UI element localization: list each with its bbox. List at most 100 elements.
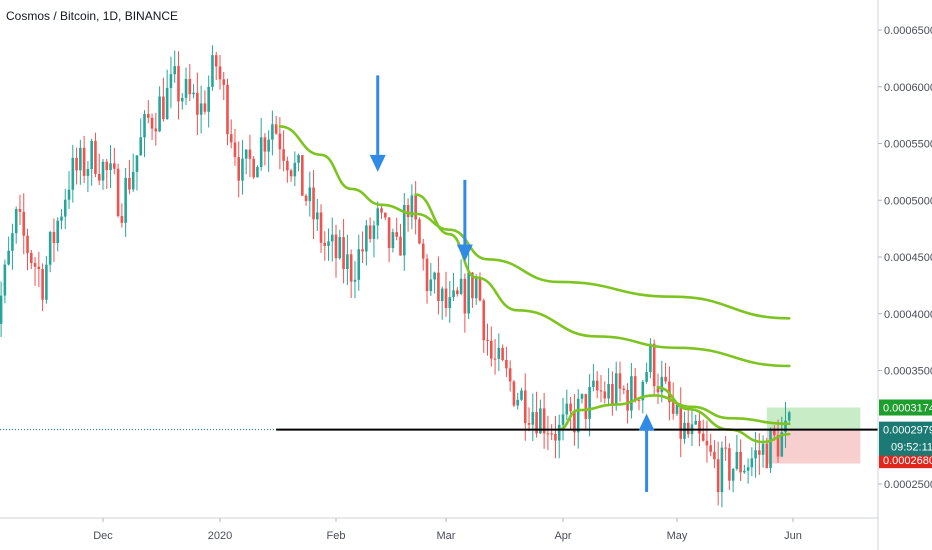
candle-body <box>531 412 535 425</box>
candle-body <box>675 404 679 414</box>
candle-body <box>716 459 720 493</box>
candle-body <box>535 412 538 434</box>
candle-body <box>63 199 67 217</box>
candle-body <box>542 408 546 434</box>
candle-body <box>592 380 595 387</box>
candle-body <box>713 451 716 460</box>
moving-average-line-1 <box>278 125 791 320</box>
candle-body <box>173 66 177 75</box>
moving-average-lines <box>278 125 791 444</box>
candle-body <box>387 217 391 249</box>
candle-body <box>656 386 660 393</box>
candle-body <box>784 420 787 433</box>
candle-body <box>603 391 607 399</box>
y-tick-label: 0.0006000 <box>884 82 932 94</box>
candle-body <box>467 272 470 314</box>
candle-body <box>437 272 440 301</box>
candle-body <box>199 103 203 115</box>
candle-body <box>433 272 436 280</box>
candle-body <box>263 137 267 152</box>
down-arrow-icon <box>456 244 473 262</box>
candle-body <box>188 78 192 95</box>
candle-body <box>750 458 754 468</box>
candle-body <box>780 432 784 457</box>
candle-body <box>158 96 161 132</box>
candle-body <box>391 232 395 249</box>
candle-body <box>244 149 248 159</box>
candle-body <box>505 359 508 369</box>
candle-body <box>90 140 93 170</box>
candle-body <box>735 451 739 469</box>
stop-price-badge: 0.0002680 <box>883 455 932 467</box>
candle-body <box>743 470 746 473</box>
candle-body <box>105 161 109 171</box>
y-tick-label: 0.0005500 <box>884 139 932 151</box>
candle-body <box>414 195 417 220</box>
candle-body <box>282 149 285 161</box>
candle-body <box>683 422 686 439</box>
candle-body <box>698 420 701 434</box>
candle-body <box>728 448 731 481</box>
candle-body <box>569 403 572 412</box>
up-arrow-icon <box>638 413 655 431</box>
candle-body <box>421 243 425 259</box>
x-tick-label: 2020 <box>208 530 232 542</box>
candle-body <box>218 66 222 80</box>
candle-body <box>630 376 633 411</box>
candle-body <box>241 158 244 181</box>
x-tick-label: Apr <box>554 530 571 542</box>
candle-body <box>399 236 402 256</box>
candle-body <box>315 212 319 220</box>
candle-body <box>645 372 648 382</box>
down-arrow-icon <box>369 154 386 172</box>
candle-body <box>618 373 622 389</box>
candle-body <box>372 225 376 239</box>
x-tick-label: Jun <box>784 530 802 542</box>
candle-body <box>101 161 105 181</box>
candle-body <box>527 423 531 425</box>
candle-body <box>550 433 553 435</box>
candle-body <box>380 208 383 213</box>
candle-body <box>471 272 474 299</box>
candle-body <box>705 440 709 446</box>
candle-body <box>0 295 3 324</box>
candle-body <box>319 212 323 243</box>
candle-body <box>758 450 761 455</box>
candle-body <box>410 195 414 218</box>
candle-body <box>248 149 252 159</box>
y-tick-label: 0.0004500 <box>884 252 932 264</box>
candle-body <box>18 208 22 212</box>
candle-body <box>109 163 112 171</box>
candle-body <box>56 220 60 243</box>
candle-body <box>180 97 184 102</box>
candle-body <box>278 133 282 150</box>
candle-body <box>3 264 7 296</box>
candle-body <box>486 340 489 342</box>
candle-body <box>523 390 527 424</box>
candle-body <box>365 225 368 252</box>
candle-body <box>633 376 637 401</box>
candle-body <box>384 212 387 218</box>
candle-body <box>402 205 406 256</box>
candle-body <box>82 147 86 176</box>
candle-body <box>308 187 312 201</box>
candle-body <box>614 373 618 405</box>
candle-body <box>52 231 56 243</box>
x-tick-label: Dec <box>93 530 113 542</box>
candle-body <box>459 278 463 295</box>
candle-body <box>452 290 455 298</box>
candle-body <box>41 268 44 300</box>
candle-body <box>14 208 18 234</box>
candle-body <box>259 137 263 167</box>
target-price-badge: 0.0003174 <box>883 403 932 415</box>
candle-body <box>37 266 41 269</box>
candle-body <box>312 187 315 220</box>
candle-body <box>497 347 501 359</box>
candle-body <box>489 340 493 359</box>
candle-body <box>327 241 330 246</box>
candle-body <box>29 253 33 263</box>
candle-body <box>652 343 656 387</box>
candle-body <box>346 254 349 270</box>
candle-body <box>222 79 226 85</box>
